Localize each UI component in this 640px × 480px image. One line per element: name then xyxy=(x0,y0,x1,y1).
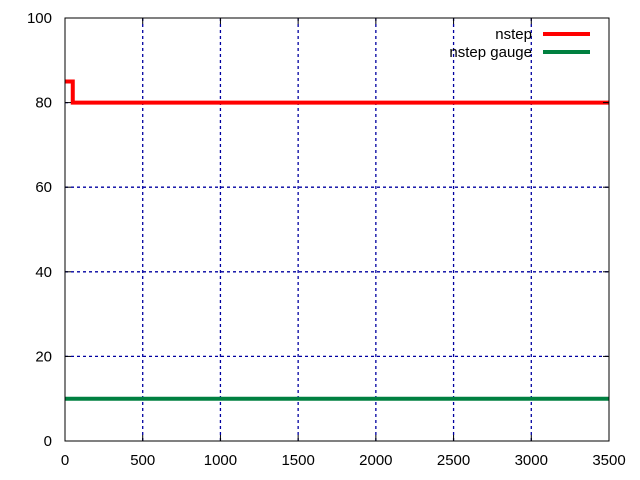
y-tick-label: 40 xyxy=(35,264,52,281)
legend-label: nstep xyxy=(495,26,532,43)
grid-lines xyxy=(65,18,609,441)
x-tick-label: 2500 xyxy=(437,452,470,469)
y-tick-label: 0 xyxy=(44,433,52,450)
y-tick-label: 100 xyxy=(27,10,52,27)
x-tick-label: 2000 xyxy=(359,452,392,469)
x-tick-label: 1500 xyxy=(281,452,314,469)
x-tick-label: 0 xyxy=(61,452,69,469)
axis-ticks: 0 500 1000 1500 2000 2500 3000 3500 0 20 40 60 80 100 xyxy=(27,10,626,469)
x-tick-label: 3000 xyxy=(515,452,548,469)
y-tick-label: 60 xyxy=(35,179,52,196)
y-tick-label: 80 xyxy=(35,95,52,112)
x-tick-label: 3500 xyxy=(592,452,625,469)
legend-label: nstep gauge xyxy=(449,44,532,61)
plot-border xyxy=(64,17,610,442)
x-tick-label: 500 xyxy=(130,452,155,469)
series-lines xyxy=(65,79,609,401)
series-line-0 xyxy=(65,79,609,105)
x-tick-label: 1000 xyxy=(204,452,237,469)
y-tick-label: 20 xyxy=(35,348,52,365)
